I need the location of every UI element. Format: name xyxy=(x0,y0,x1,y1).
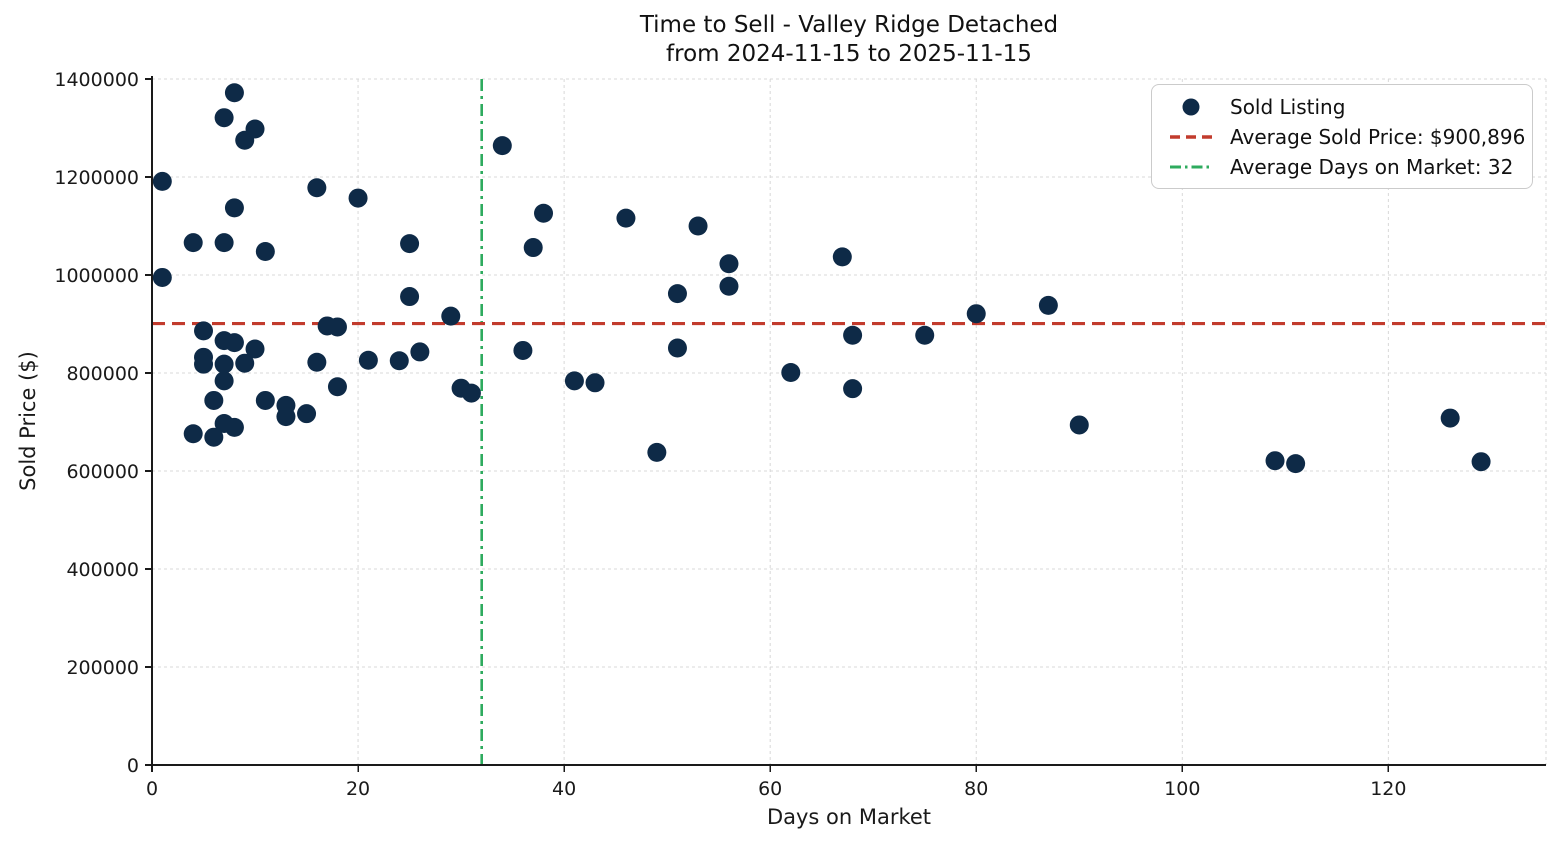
scatter-point xyxy=(915,325,935,345)
scatter-point xyxy=(297,404,317,424)
y-tick-label: 600000 xyxy=(66,461,139,483)
scatter-point xyxy=(492,136,512,156)
scatter-point xyxy=(235,353,255,373)
scatter-point xyxy=(224,333,244,353)
scatter-point xyxy=(224,417,244,437)
x-tick-label: 0 xyxy=(146,778,158,800)
x-tick-label: 20 xyxy=(346,778,370,800)
scatter-point xyxy=(719,276,739,296)
y-tick-label: 1000000 xyxy=(54,265,139,287)
scatter-point xyxy=(204,427,224,447)
scatter-point xyxy=(255,241,275,261)
x-tick-label: 60 xyxy=(758,778,782,800)
x-tick-label: 100 xyxy=(1164,778,1200,800)
y-tick-label: 0 xyxy=(127,755,139,777)
y-tick-label: 1400000 xyxy=(54,69,139,91)
legend: Sold Listing Average Sold Price: $900,89… xyxy=(1151,84,1533,189)
scatter-point xyxy=(1069,415,1089,435)
scatter-point xyxy=(214,371,234,391)
x-tick-label: 40 xyxy=(552,778,576,800)
legend-label: Sold Listing xyxy=(1230,94,1346,119)
legend-item-avg-sold-price: Average Sold Price: $900,896 xyxy=(1164,123,1525,150)
scatter-point xyxy=(843,379,863,399)
avg-days-dashdot-line-icon xyxy=(1168,157,1214,177)
scatter-point xyxy=(441,306,461,326)
scatter-point xyxy=(152,171,172,191)
scatter-point xyxy=(327,317,347,337)
scatter-point xyxy=(204,390,224,410)
scatter-point xyxy=(585,373,605,393)
scatter-point xyxy=(183,233,203,253)
scatter-point xyxy=(667,338,687,358)
scatter-point xyxy=(348,188,368,208)
scatter-point xyxy=(461,383,481,403)
scatter-point xyxy=(843,325,863,345)
scatter-point xyxy=(183,424,203,444)
scatter-point xyxy=(647,442,667,462)
y-axis-label: Sold Price ($) xyxy=(16,351,40,491)
scatter-point xyxy=(327,377,347,397)
scatter-point xyxy=(214,354,234,374)
y-tick-label: 400000 xyxy=(66,559,139,581)
scatter-point xyxy=(389,351,409,371)
scatter-point xyxy=(534,203,554,223)
scatter-point xyxy=(410,342,430,362)
y-tick-label: 1200000 xyxy=(54,167,139,189)
legend-label: Average Sold Price: $900,896 xyxy=(1230,124,1526,149)
scatter-point xyxy=(688,216,708,236)
y-tick-label: 200000 xyxy=(66,657,139,679)
scatter-point xyxy=(1038,295,1058,315)
scatter-point xyxy=(719,254,739,274)
scatter-point xyxy=(194,354,214,374)
scatter-point xyxy=(358,350,378,370)
x-tick-label: 120 xyxy=(1370,778,1406,800)
scatter-point xyxy=(1265,451,1285,471)
scatter-point xyxy=(564,371,584,391)
scatter-point xyxy=(214,108,234,128)
legend-item-sold-listing: Sold Listing xyxy=(1164,93,1520,120)
x-tick-label: 80 xyxy=(964,778,988,800)
sold-listing-marker-icon xyxy=(1168,97,1214,117)
scatter-point xyxy=(523,238,543,258)
chart-title-line2: from 2024-11-15 to 2025-11-15 xyxy=(666,41,1032,67)
scatter-point xyxy=(1440,408,1460,428)
scatter-point xyxy=(214,233,234,253)
scatter-point xyxy=(255,390,275,410)
avg-price-dashed-line-icon xyxy=(1168,127,1214,147)
scatter-point xyxy=(781,363,801,383)
scatter-point xyxy=(513,340,533,360)
chart-title-line1: Time to Sell - Valley Ridge Detached xyxy=(639,12,1059,38)
scatter-point xyxy=(245,339,265,359)
scatter-point xyxy=(1286,454,1306,474)
scatter-point xyxy=(307,178,327,198)
scatter-point xyxy=(966,304,986,324)
scatter-point xyxy=(832,247,852,267)
scatter-point xyxy=(245,119,265,139)
scatter-point xyxy=(667,284,687,304)
scatter-point xyxy=(616,208,636,228)
chart-title: Time to Sell - Valley Ridge Detached fro… xyxy=(152,11,1546,69)
scatter-point xyxy=(276,407,296,427)
scatter-point xyxy=(152,267,172,287)
scatter-point xyxy=(307,352,327,372)
scatter-point xyxy=(224,198,244,218)
scatter-point xyxy=(400,234,420,254)
scatter-point xyxy=(1471,452,1491,472)
scatter-point xyxy=(224,83,244,103)
y-tick-label: 800000 xyxy=(66,363,139,385)
x-axis-label: Days on Market xyxy=(766,805,932,829)
scatter-point xyxy=(194,321,214,341)
legend-item-avg-days-on-market: Average Days on Market: 32 xyxy=(1164,153,1520,180)
scatter-point xyxy=(400,287,420,307)
legend-label: Average Days on Market: 32 xyxy=(1230,154,1514,179)
